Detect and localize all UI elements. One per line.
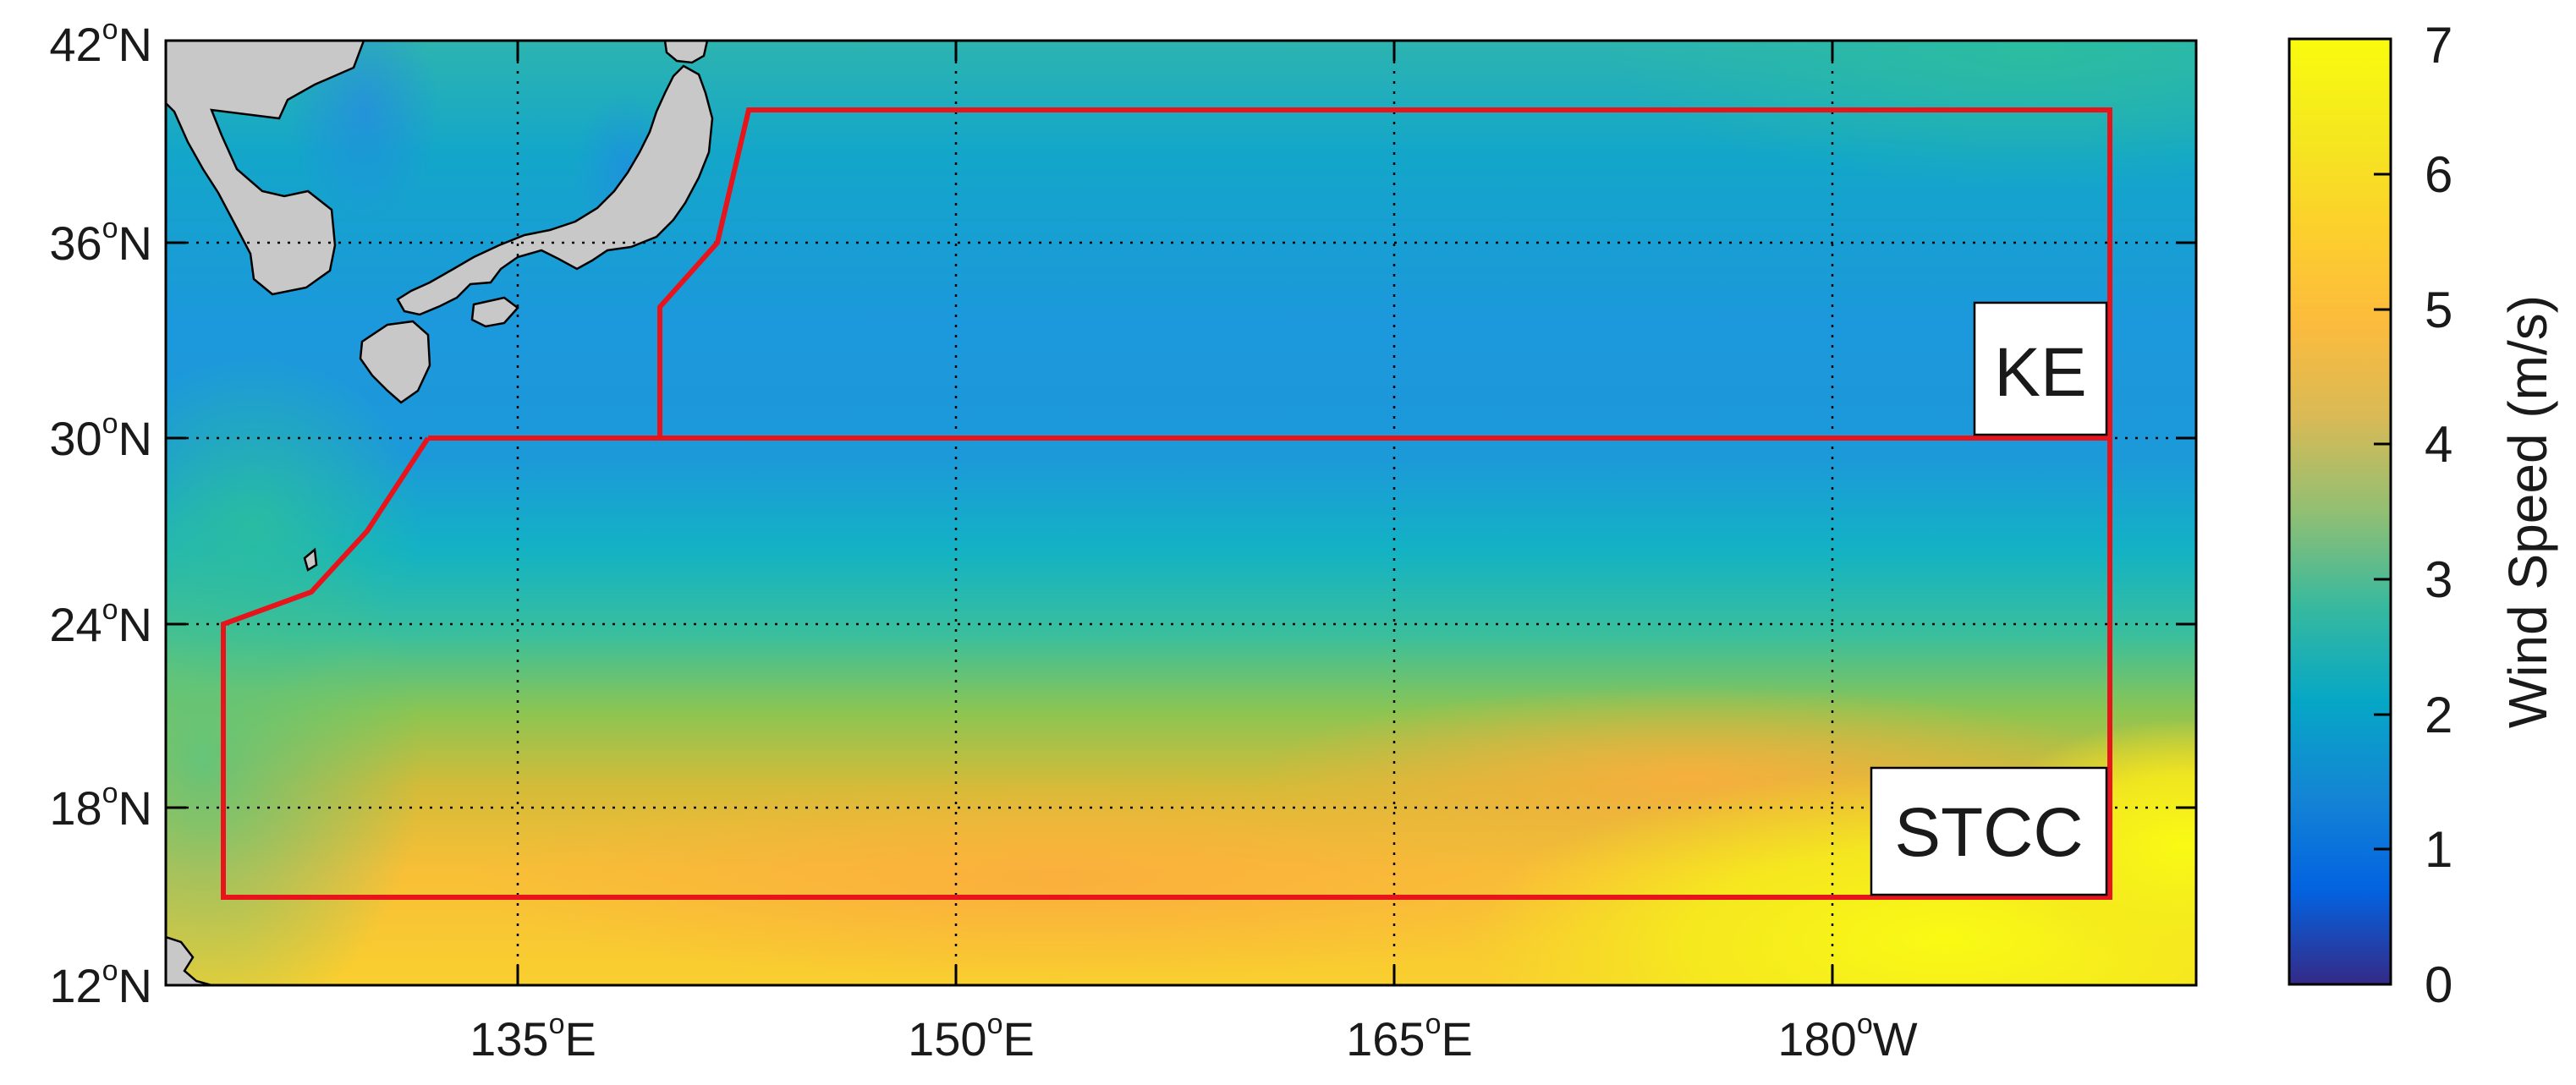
colorbar-tick-3: 3 [2425, 551, 2452, 608]
japan-hokkaido-land [663, 41, 709, 64]
map-frame [164, 39, 2198, 987]
lat-label-24n: 24oN [49, 594, 152, 651]
colorbar-tick-0: 0 [2425, 956, 2452, 1013]
colorbar-tick-labels: 0 1 2 3 4 5 6 7 [2425, 17, 2452, 1013]
lat-label-36n: 36oN [49, 212, 152, 270]
colorbar-tick-4: 4 [2425, 416, 2452, 473]
japan-shikoku-land [470, 296, 519, 328]
region-boxes [221, 107, 2112, 900]
korea-peninsula-land [166, 41, 365, 296]
lon-label-180w: 180oW [1777, 1008, 1917, 1066]
lat-label-12n: 12oN [49, 955, 152, 1012]
colorbar-label: Wind Speed (m/s) [2497, 295, 2558, 728]
longitude-labels: 135oE 150oE 165oE 180oW [470, 1008, 1918, 1066]
colorbar-tick-5: 5 [2425, 282, 2452, 338]
lat-label-42n: 42oN [49, 14, 152, 71]
colorbar: 0 1 2 3 4 5 6 7 Wind Speed (m/s) [2288, 17, 2558, 1013]
land-masses [166, 41, 714, 985]
lon-label-150e: 150oE [908, 1008, 1035, 1066]
colorbar-tick-7: 7 [2425, 17, 2452, 74]
ryukyu-islands-land [303, 547, 318, 572]
colorbar-ticks [2374, 37, 2391, 986]
axis-ticks [166, 41, 2196, 985]
region-label-ke-text: KE [1994, 334, 2086, 411]
japan-honshu-land [396, 64, 714, 316]
region-label-stcc-text: STCC [1894, 794, 2083, 871]
region-label-ke: KE [1973, 301, 2108, 436]
lat-label-30n: 30oN [49, 408, 152, 465]
stcc-region-outline [221, 436, 2112, 900]
colorbar-tick-2: 2 [2425, 687, 2452, 743]
colorbar-tick-6: 6 [2425, 146, 2452, 203]
japan-kyushu-land [359, 320, 431, 404]
latitude-labels: 12oN 18oN 24oN 30oN 36oN 42oN [49, 14, 152, 1012]
lon-label-165e: 165oE [1346, 1008, 1473, 1066]
colorbar-gradient [2288, 37, 2392, 986]
colorbar-tick-1: 1 [2425, 821, 2452, 878]
wind-speed-field [166, 41, 2196, 985]
lat-label-18n: 18oN [49, 777, 152, 835]
philippines-land [166, 935, 212, 985]
region-label-stcc: STCC [1870, 766, 2108, 896]
lon-label-135e: 135oE [470, 1008, 596, 1066]
